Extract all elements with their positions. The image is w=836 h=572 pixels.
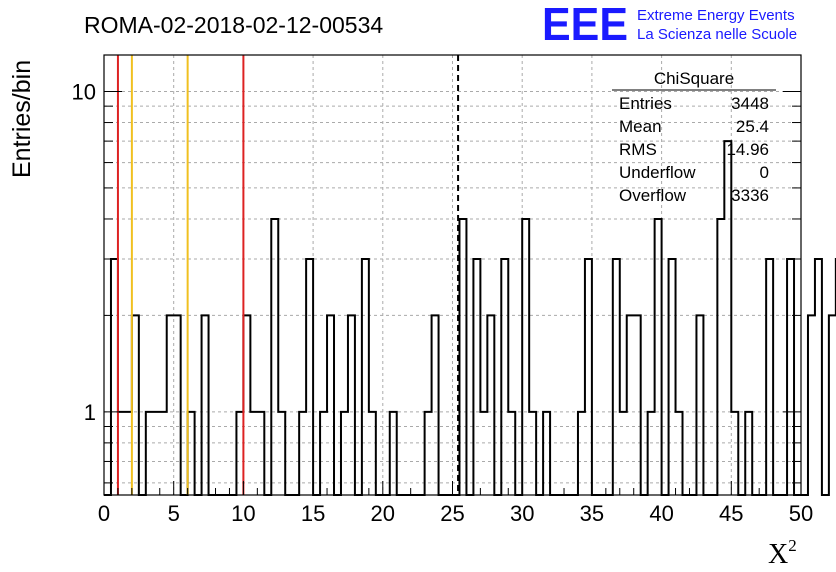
histogram-outline bbox=[104, 140, 836, 496]
histogram-bin bbox=[362, 259, 369, 495]
histogram-bin bbox=[341, 412, 348, 495]
stats-box-title: ChiSquare bbox=[654, 69, 734, 88]
histogram-bin bbox=[522, 219, 529, 495]
histogram-bin bbox=[250, 412, 257, 495]
histogram-bin bbox=[202, 315, 209, 495]
histogram-bin bbox=[174, 315, 181, 495]
histogram-bin bbox=[320, 412, 327, 495]
stats-value: 3448 bbox=[731, 94, 769, 113]
histogram-bin bbox=[390, 412, 397, 495]
histogram-bin bbox=[243, 315, 250, 495]
histogram-bin bbox=[585, 259, 592, 495]
stats-value: 0 bbox=[760, 163, 769, 182]
histogram-bin bbox=[766, 259, 773, 495]
axis-ticks bbox=[103, 90, 802, 495]
histogram-bin bbox=[508, 412, 515, 495]
histogram-bin bbox=[529, 412, 536, 495]
histogram-bin bbox=[717, 219, 724, 495]
histogram-bin bbox=[473, 259, 480, 495]
histogram-bin bbox=[111, 259, 118, 495]
histogram-bin bbox=[669, 259, 676, 495]
histogram-bin bbox=[613, 259, 620, 495]
histogram-bin bbox=[271, 219, 278, 495]
stats-label: Mean bbox=[619, 117, 662, 136]
histogram-bin bbox=[132, 315, 139, 495]
y-tick-label: 10 bbox=[72, 79, 96, 104]
x-tick-label: 35 bbox=[580, 501, 604, 526]
stats-value: 25.4 bbox=[736, 117, 769, 136]
stats-box: ChiSquare Entries 3448 Mean 25.4 RMS 14.96 Und… bbox=[612, 69, 776, 205]
histogram-bin bbox=[829, 315, 836, 495]
histogram-bin bbox=[432, 315, 439, 495]
histogram-bars bbox=[104, 140, 836, 496]
histogram-bin bbox=[745, 412, 752, 495]
histogram-bin bbox=[306, 259, 313, 495]
eee-logo-line2: La Scienza nelle Scuole bbox=[637, 26, 797, 43]
histogram-bin bbox=[487, 315, 494, 495]
x-tick-label: 15 bbox=[301, 501, 325, 526]
x-tick-label: 0 bbox=[98, 501, 110, 526]
histogram-bin bbox=[731, 412, 738, 495]
eee-logo: EEE Extreme Energy Events La Scienza nel… bbox=[542, 0, 797, 50]
histogram-bin bbox=[501, 259, 508, 495]
x-axis-label: X2 bbox=[768, 536, 797, 570]
histogram-bin bbox=[648, 412, 655, 495]
stats-value: 3336 bbox=[731, 186, 769, 205]
histogram-bin bbox=[278, 412, 285, 495]
histogram-bin bbox=[425, 412, 432, 495]
histogram-bin bbox=[543, 412, 550, 495]
stats-label: RMS bbox=[619, 140, 657, 159]
histogram-bin bbox=[299, 412, 306, 495]
histogram-bin bbox=[327, 315, 334, 495]
histogram-bin bbox=[627, 315, 634, 495]
histogram-bin bbox=[620, 412, 627, 495]
histogram-bin bbox=[369, 412, 376, 495]
stats-label: Entries bbox=[619, 94, 672, 113]
histogram-bin bbox=[348, 315, 355, 495]
x-tick-label: 45 bbox=[719, 501, 743, 526]
eee-logo-mark: EEE bbox=[542, 0, 628, 50]
x-tick-label: 5 bbox=[168, 501, 180, 526]
histogram-bin bbox=[808, 315, 815, 495]
histogram-bin bbox=[696, 315, 703, 495]
histogram-bin bbox=[480, 412, 487, 495]
x-tick-label: 40 bbox=[649, 501, 673, 526]
histogram-bin bbox=[167, 315, 174, 495]
eee-logo-line1: Extreme Energy Events bbox=[637, 7, 795, 24]
stats-label: Underflow bbox=[619, 163, 696, 182]
x-tick-label: 10 bbox=[231, 501, 255, 526]
histogram-bin bbox=[634, 315, 641, 495]
histogram-bin bbox=[236, 412, 243, 495]
histogram-bin bbox=[188, 412, 195, 495]
y-tick-label: 1 bbox=[84, 400, 96, 425]
histogram-bin bbox=[787, 259, 794, 495]
chart-title: ROMA-02-2018-02-12-00534 bbox=[84, 12, 383, 38]
histogram-bin bbox=[676, 412, 683, 495]
x-axis-label-sup: 2 bbox=[788, 536, 797, 555]
x-tick-label: 50 bbox=[789, 501, 813, 526]
x-tick-label: 30 bbox=[510, 501, 534, 526]
x-axis-label-base: X bbox=[768, 539, 788, 570]
stats-value: 14.96 bbox=[726, 140, 769, 159]
histogram-bin bbox=[146, 412, 153, 495]
stats-rows: Entries 3448 Mean 25.4 RMS 14.96 Underflow 0 Ove… bbox=[619, 94, 769, 205]
histogram-bin bbox=[118, 412, 125, 495]
histogram-bin bbox=[815, 259, 822, 495]
x-tick-labels: 0 5 10 15 20 25 30 35 40 45 50 bbox=[98, 501, 813, 526]
histogram-bin bbox=[153, 412, 160, 495]
y-tick-labels: 1 10 bbox=[72, 79, 96, 424]
histogram-bin bbox=[459, 219, 466, 495]
histogram-bin bbox=[160, 412, 167, 495]
marker-lines bbox=[116, 55, 460, 495]
histogram-bin bbox=[257, 412, 264, 495]
stats-label: Overflow bbox=[619, 186, 687, 205]
histogram-bin bbox=[125, 412, 132, 495]
histogram-bin bbox=[578, 412, 585, 495]
histogram-bin bbox=[655, 219, 662, 495]
y-axis-label: Entries/bin bbox=[8, 60, 36, 178]
x-tick-label: 25 bbox=[440, 501, 464, 526]
x-tick-label: 20 bbox=[371, 501, 395, 526]
